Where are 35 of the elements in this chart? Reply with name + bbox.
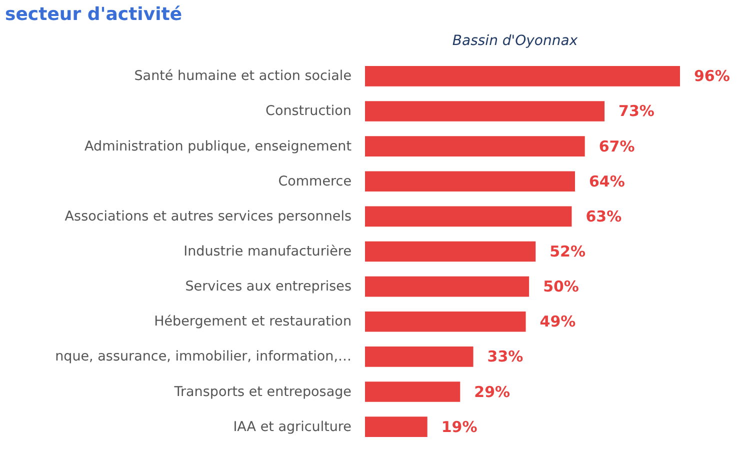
bar <box>365 171 575 192</box>
data-label: 63% <box>586 207 622 226</box>
data-label: 52% <box>550 242 586 260</box>
bar <box>365 276 530 297</box>
data-label: 64% <box>589 172 625 190</box>
bar <box>365 206 572 227</box>
data-label: 50% <box>543 278 579 296</box>
y-tick-label: IAA et agriculture <box>233 418 352 435</box>
text: secteur d'activité <box>5 4 182 25</box>
bar <box>365 101 605 122</box>
chart-subtitle: Bassin d'Oyonnax <box>452 33 578 49</box>
bar <box>365 382 460 402</box>
y-tick-label: Industrie manufacturière <box>184 244 352 260</box>
bar <box>365 66 680 86</box>
data-label: 67% <box>598 137 635 156</box>
data-label: 49% <box>540 312 576 331</box>
data-label: 33% <box>487 348 524 366</box>
bar <box>365 241 536 262</box>
data-label: 19% <box>441 418 478 436</box>
bar <box>365 136 585 156</box>
data-label: 29% <box>474 382 510 401</box>
y-tick-label: Services aux entreprises <box>185 278 352 295</box>
bar <box>365 346 474 367</box>
y-tick-label: nque, assurance, immobilier, information,… <box>55 348 352 365</box>
y-tick-label: Hébergement et restauration <box>154 314 352 330</box>
y-tick-label: Transports et entreposage <box>173 384 352 400</box>
y-tick-label: Associations et autres services personnels <box>64 208 352 224</box>
y-tick-label: Administration publique, enseignement <box>84 138 352 154</box>
data-label: 96% <box>694 67 730 86</box>
y-tick-label: Santé humaine et action sociale <box>134 68 352 84</box>
y-tick-label: Commerce <box>278 173 352 190</box>
y-tick-label: Construction <box>266 103 352 120</box>
bar <box>365 416 428 437</box>
data-label: 73% <box>618 102 654 120</box>
bar <box>365 311 526 332</box>
